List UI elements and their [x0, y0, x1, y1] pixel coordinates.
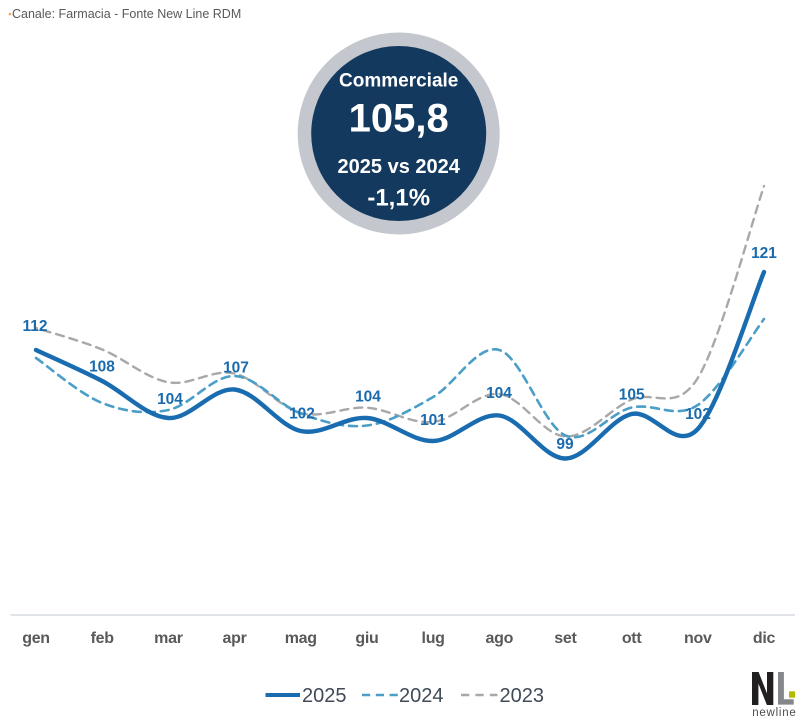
svg-text:104: 104: [157, 391, 183, 408]
svg-text:108: 108: [89, 359, 115, 376]
svg-text:set: set: [554, 630, 577, 647]
svg-text:ago: ago: [486, 630, 514, 647]
svg-text:121: 121: [751, 245, 777, 262]
svg-text:Commerciale: Commerciale: [339, 71, 458, 92]
svg-text:105,8: 105,8: [349, 97, 449, 141]
svg-text:2023: 2023: [500, 685, 545, 707]
svg-text:feb: feb: [91, 630, 115, 647]
svg-text:102: 102: [289, 406, 315, 423]
svg-text:99: 99: [556, 436, 574, 453]
svg-text:107: 107: [223, 360, 249, 377]
svg-text:ott: ott: [622, 630, 643, 647]
svg-text:-1,1%: -1,1%: [367, 185, 430, 212]
svg-text:104: 104: [355, 389, 381, 406]
svg-text:112: 112: [22, 318, 47, 335]
svg-text:mar: mar: [154, 630, 183, 647]
svg-text:nov: nov: [684, 630, 712, 647]
svg-text:apr: apr: [223, 630, 247, 647]
svg-text:gen: gen: [22, 630, 50, 647]
svg-text:102: 102: [685, 406, 711, 423]
svg-text:2025: 2025: [302, 685, 347, 707]
svg-text:mag: mag: [285, 630, 317, 647]
svg-text:lug: lug: [422, 630, 445, 647]
svg-text:2024: 2024: [399, 685, 444, 707]
svg-text:104: 104: [486, 385, 512, 402]
svg-text:dic: dic: [753, 630, 776, 647]
svg-text:newline: newline: [752, 707, 796, 719]
svg-text:101: 101: [420, 412, 446, 429]
svg-text:105: 105: [619, 387, 645, 404]
svg-text:2025 vs 2024: 2025 vs 2024: [338, 156, 461, 178]
svg-text:giu: giu: [355, 630, 378, 647]
